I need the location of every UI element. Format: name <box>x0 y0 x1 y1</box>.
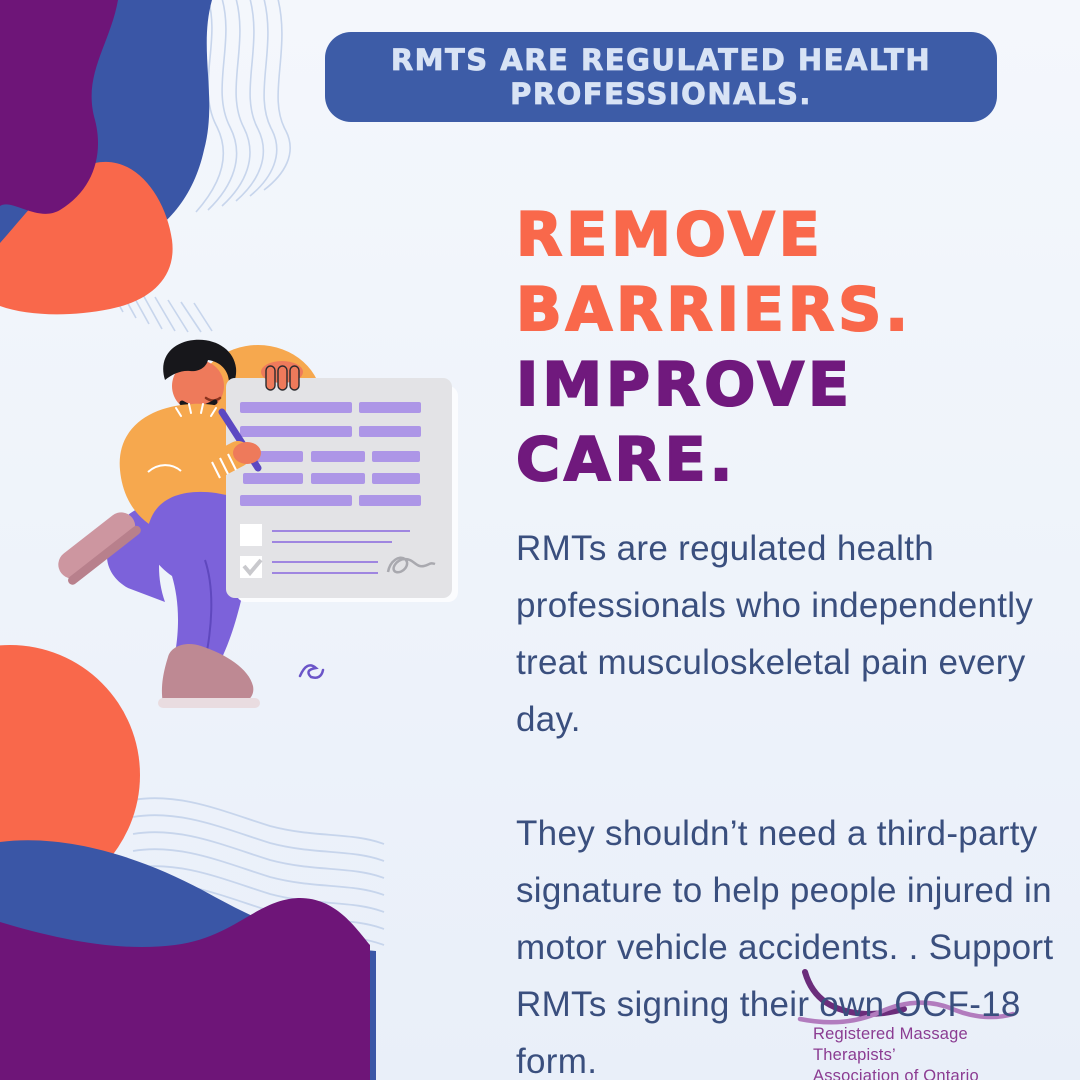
writing-hand <box>233 442 261 464</box>
checkmark-icon <box>242 558 263 577</box>
headline-line-3: IMPROVE <box>515 349 854 421</box>
rmtao-logo-swoosh <box>797 969 1016 1025</box>
writing-arm <box>187 441 251 487</box>
form-field-bars <box>240 402 421 506</box>
headline: REMOVE BARRIERS. IMPROVE CARE. <box>515 198 1056 498</box>
checkbox-empty <box>240 524 262 546</box>
banner-line-1: RMTS ARE REGULATED HEALTH <box>390 43 932 78</box>
signature-squiggle <box>386 556 436 574</box>
rmtao-logo-wordmark: Registered Massage Therapists’ Associati… <box>813 1024 1053 1080</box>
boot <box>161 644 254 703</box>
checkbox-lines-2 <box>272 561 378 574</box>
purple-blob-top-left <box>0 0 118 214</box>
cuff-detail <box>211 453 237 479</box>
checkbox-checked <box>240 556 262 578</box>
purple-wave-bottom-left <box>0 897 370 1080</box>
logo-org-line-1: Registered Massage Therapists’ <box>813 1025 968 1064</box>
logo-org-line-2: Association of Ontario <box>813 1067 979 1080</box>
ground-squiggle <box>298 664 325 679</box>
pocket-detail <box>147 464 182 473</box>
banner-line-2: PROFESSIONALS. <box>510 77 812 112</box>
headline-line-2: BARRIERS. <box>515 274 913 346</box>
headline-line-4: CARE. <box>515 424 737 496</box>
orange-circle-bottom-left <box>0 645 140 905</box>
boot-sole <box>158 698 260 708</box>
body-paragraph-2: They shouldn’t need a third-party signat… <box>516 814 1054 1080</box>
gripping-hand <box>261 361 303 391</box>
person-with-form-illustration <box>58 339 458 708</box>
checkbox-lines-1 <box>272 530 410 543</box>
body-paragraph-1: RMTs are regulated health professionals … <box>516 529 1034 739</box>
collar-detail <box>175 403 217 417</box>
pants <box>147 491 249 669</box>
headline-line-1: REMOVE <box>515 199 824 271</box>
body-copy: RMTs are regulated health professionals … <box>516 520 1056 1080</box>
hair <box>163 339 237 390</box>
top-banner: RMTS ARE REGULATED HEALTH PROFESSIONALS. <box>325 32 997 122</box>
lifted-shoe <box>58 512 141 585</box>
